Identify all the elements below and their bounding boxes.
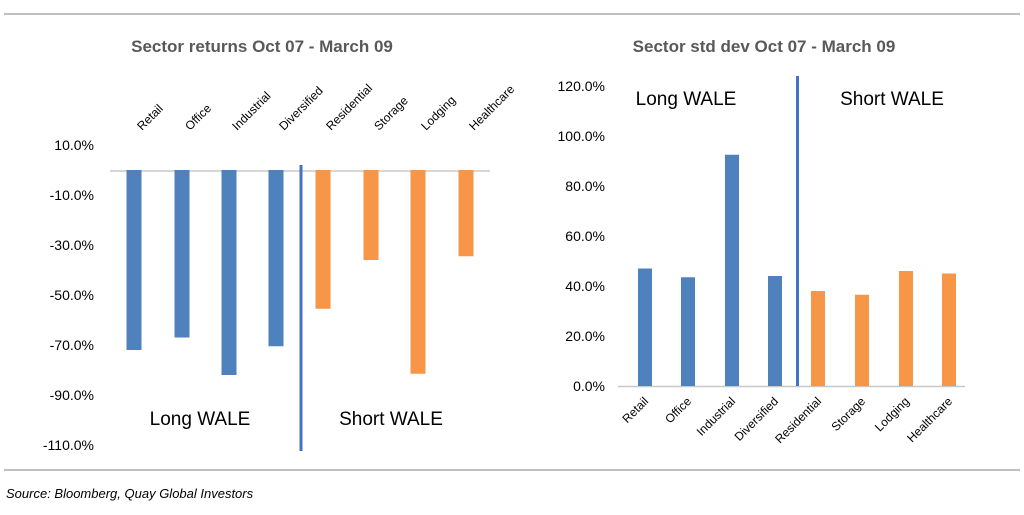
- stddev-category-label: Residential: [772, 394, 824, 446]
- returns-bar-retail: [126, 170, 142, 350]
- returns-chart: Sector returns Oct 07 - March 09 Retail O…: [43, 37, 517, 453]
- returns-category-labels: Retail Office Industrial DiversifiedResiden…: [134, 81, 517, 133]
- returns-category-label: Retail: [134, 102, 166, 134]
- returns-y-tick: -70.0%: [50, 337, 94, 353]
- stddev-bar-diversified: [768, 276, 782, 386]
- stddev-category-label: Healthcare: [904, 394, 955, 445]
- stddev-y-tick: 0.0%: [573, 378, 605, 394]
- stddev-bar-industrial: [725, 154, 739, 386]
- returns-y-tick: -50.0%: [50, 287, 94, 303]
- stddev-bar-retail: [638, 268, 652, 386]
- stddev-y-tick: 60.0%: [565, 228, 605, 244]
- returns-category-label: Office: [182, 101, 214, 133]
- returns-bars: [126, 170, 474, 375]
- returns-category-label: Diversified: [276, 84, 326, 134]
- stddev-short-wale-label: Short WALE: [840, 89, 944, 110]
- stddev-chart: Sector std dev Oct 07 - March 09 0.0% 20.…: [558, 37, 965, 446]
- returns-y-tick-labels: 10.0% -10.0% -30.0% -50.0% -70.0% -90.0% -110.…: [43, 137, 94, 453]
- stddev-y-tick: 120.0%: [558, 78, 605, 94]
- stddev-category-labels: Retail Office IndustrialDiversifiedResiden…: [620, 394, 956, 446]
- returns-bar-healthcare: [458, 170, 474, 257]
- returns-category-label: Lodging: [418, 93, 458, 133]
- stddev-category-label: Storage: [829, 394, 869, 434]
- returns-y-tick: -110.0%: [43, 437, 94, 453]
- stddev-category-label: Industrial: [694, 394, 738, 438]
- returns-bar-office: [174, 170, 190, 338]
- source-note: Source: Bloomberg, Quay Global Investors: [6, 486, 254, 501]
- stddev-bar-office: [681, 277, 695, 386]
- stddev-bar-lodging: [899, 271, 913, 386]
- returns-y-tick: -30.0%: [50, 237, 94, 253]
- returns-y-tick: -90.0%: [50, 387, 94, 403]
- stddev-category-label: Lodging: [872, 394, 912, 434]
- returns-category-label: Residential: [323, 81, 375, 133]
- returns-y-tick: 10.0%: [54, 137, 94, 153]
- stddev-chart-title: Sector std dev Oct 07 - March 09: [633, 37, 896, 56]
- stddev-y-tick: 20.0%: [565, 328, 605, 344]
- returns-bar-residential: [315, 170, 331, 309]
- stddev-y-tick-labels: 0.0% 20.0% 40.0% 60.0% 80.0% 100.0% 120.0%: [558, 78, 605, 394]
- stddev-category-label: Retail: [620, 394, 652, 426]
- returns-chart-title: Sector returns Oct 07 - March 09: [131, 37, 393, 56]
- returns-category-label: Healthcare: [466, 82, 517, 133]
- returns-long-wale-label: Long WALE: [150, 409, 251, 430]
- returns-category-label: Storage: [371, 93, 411, 133]
- stddev-bar-healthcare: [942, 273, 956, 386]
- stddev-y-tick: 40.0%: [565, 278, 605, 294]
- stddev-category-label: Office: [662, 394, 694, 426]
- stddev-y-tick: 100.0%: [558, 128, 605, 144]
- stddev-y-tick: 80.0%: [565, 178, 605, 194]
- returns-bar-diversified: [268, 170, 284, 347]
- stddev-long-wale-label: Long WALE: [636, 89, 737, 110]
- returns-bar-storage: [363, 170, 379, 260]
- stddev-bars: [638, 154, 956, 386]
- stddev-bar-storage: [855, 294, 869, 386]
- stddev-bar-residential: [811, 291, 825, 386]
- returns-category-label: Industrial: [229, 89, 273, 133]
- returns-bar-lodging: [410, 170, 426, 374]
- returns-short-wale-label: Short WALE: [339, 409, 443, 430]
- returns-y-tick: -10.0%: [50, 187, 94, 203]
- returns-bar-industrial: [221, 170, 237, 375]
